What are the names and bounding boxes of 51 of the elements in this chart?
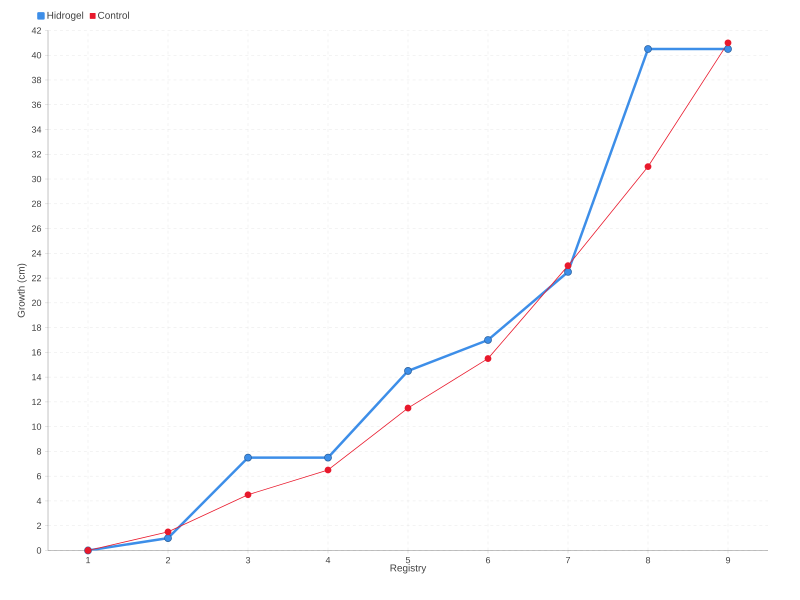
point (724, 39, 732, 46)
y-tick-label: 32 (32, 151, 42, 158)
y-tick-label: 0 (36, 547, 42, 554)
point (564, 268, 572, 276)
y-tick-label: 14 (32, 374, 42, 380)
point (484, 336, 492, 344)
x-tick-label: 9 (726, 556, 730, 564)
x-tick-label: 6 (486, 556, 490, 564)
legend-label: Hidrogel (48, 12, 84, 21)
point (164, 528, 172, 536)
y-tick-label: 10 (32, 423, 42, 430)
point (724, 45, 732, 53)
x-tick-label: 4 (326, 556, 330, 564)
y-tick-label: 12 (32, 398, 42, 406)
y-tick-label: 6 (36, 472, 42, 480)
x-tick-label: 2 (166, 556, 170, 564)
y-tick-label: 34 (32, 126, 42, 133)
point (324, 466, 332, 474)
x-tick-label: 7 (566, 556, 570, 564)
y-tick-label: 20 (32, 300, 42, 306)
y-tick-label: 28 (32, 200, 42, 207)
y-tick-label: 2 (36, 522, 42, 529)
point (644, 45, 652, 53)
y-tick-label: 42 (32, 27, 42, 34)
point (164, 534, 172, 542)
y-tick-label: 40 (32, 52, 42, 58)
x-axis-title: Registry (390, 564, 426, 574)
point (484, 355, 492, 362)
point (564, 262, 572, 270)
x-tick-label: 3 (246, 556, 250, 564)
y-tick-label: 4 (36, 498, 42, 504)
y-tick-label: 38 (32, 76, 42, 84)
y-tick-label: 36 (32, 102, 42, 108)
y-axis-title: Growth (cm) (17, 264, 27, 318)
y-tick-label: 24 (32, 250, 42, 256)
x-tick-label: 1 (86, 556, 90, 564)
point (324, 454, 332, 462)
legend-label: Control (98, 12, 130, 19)
point (644, 163, 652, 170)
x-tick-label: 5 (406, 556, 410, 564)
y-tick-label: 8 (36, 448, 42, 455)
point (404, 404, 412, 412)
y-tick-label: 16 (32, 349, 42, 356)
point (244, 491, 252, 498)
point (404, 367, 412, 375)
y-tick-label: 18 (32, 324, 42, 331)
y-tick-label: 26 (32, 225, 42, 232)
point (244, 454, 252, 462)
x-tick-label: 8 (646, 556, 650, 564)
y-tick-label: 22 (32, 274, 42, 282)
y-tick-label: 30 (32, 176, 42, 182)
